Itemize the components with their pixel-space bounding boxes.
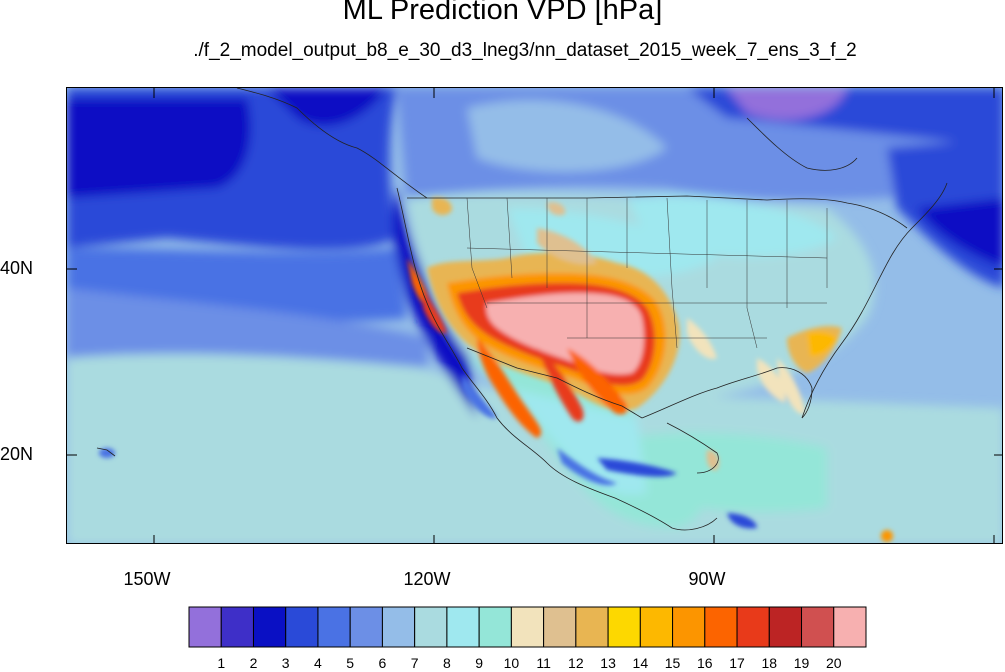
chart-subtitle: ./f_2_model_output_b8_e_30_d3_lneg3/nn_d… [193,40,857,61]
lat-label-20n: 20N [0,444,34,464]
color-legend-bar [188,606,867,648]
legend-level-label: 1 [217,655,226,671]
legend-level-label: 14 [632,655,649,671]
legend-level-label: 13 [600,655,616,671]
legend-level-label: 17 [729,655,745,671]
legend-level-label: 3 [281,655,290,671]
lon-label-120w: 120W [403,569,451,589]
gulf-coast [641,367,813,419]
legend-level-label: 6 [378,655,387,671]
lon-label-90w: 90W [688,569,726,589]
legend-swatch [704,606,738,648]
yucatan-coast [666,422,719,474]
legend-level-label: 19 [793,655,810,671]
legend-level-label: 5 [346,655,355,671]
legend-level-label: 18 [761,655,778,671]
legend-swatch [381,606,416,648]
vpd-map [66,87,1003,544]
color-legend [188,606,867,653]
legend-level-label: 8 [442,655,451,671]
hudson-bay-coast [746,117,858,171]
lon-ticks [153,88,995,543]
legend-level-label: 2 [249,655,258,671]
legend-level-label: 4 [314,655,322,671]
legend-swatch [510,606,545,648]
legend-swatch [607,606,641,648]
alaska-coast [236,88,428,199]
legend-swatch [768,606,803,648]
legend-swatch [543,606,577,648]
legend-swatch [285,606,319,648]
legend-swatch [220,606,254,648]
boundaries [96,88,948,531]
hawaii-coast [96,447,116,457]
lon-label-150w: 150W [123,569,171,589]
legend-level-label: 15 [664,655,681,671]
legend-level-label: 20 [825,655,842,671]
vpd-map-svg [67,88,1002,543]
us-canada-border [407,195,908,229]
legend-swatch [349,606,383,648]
legend-swatch [575,606,609,648]
legend-swatch [833,606,867,648]
legend-swatch [252,606,287,648]
legend-swatch [414,606,448,648]
legend-swatch [317,606,351,648]
field-hudson [727,88,847,120]
field-sw-peak [486,293,644,375]
legend-swatch [188,606,222,648]
us-mexico-border [466,347,643,419]
legend-swatch [672,606,706,648]
legend-level-label: 9 [475,655,484,671]
chart-title: ML Prediction VPD [hPa] [342,0,663,26]
legend-swatch [736,606,770,648]
legend-level-label: 10 [503,655,520,671]
legend-level-label: 7 [410,655,419,671]
lat-label-40n: 40N [0,258,34,278]
legend-swatch [801,606,835,648]
legend-level-label: 11 [536,655,551,671]
legend-level-label: 16 [697,655,713,671]
pacific-coastline [396,187,718,531]
legend-swatch [639,606,674,648]
legend-level-label: 12 [568,655,584,671]
legend-swatch [478,606,512,648]
legend-swatch [446,606,480,648]
atlantic-coastline [801,182,948,419]
lat-ticks [67,268,1002,456]
